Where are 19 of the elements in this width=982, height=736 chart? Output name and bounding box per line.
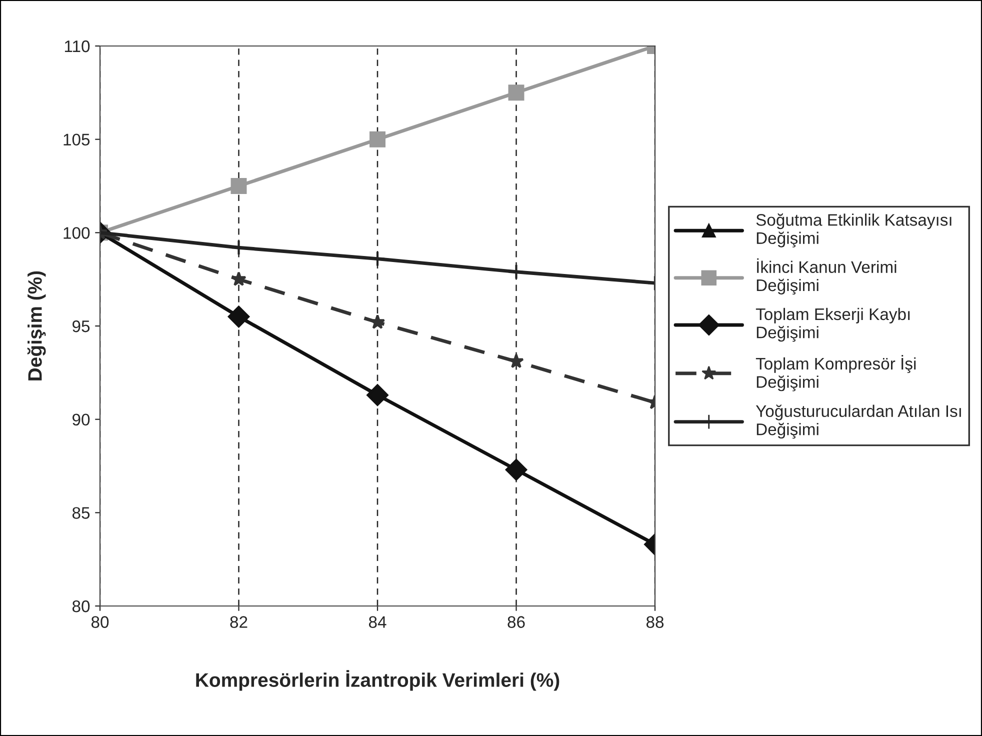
x-tick-label: 84 <box>368 616 386 628</box>
x-tick-label: 80 <box>91 616 109 628</box>
y-axis-title: Değişim (%) <box>27 271 46 380</box>
x-tick-label: 86 <box>508 616 525 628</box>
x-tick-label: 88 <box>646 616 664 628</box>
legend-label: Toplam Ekserji Kaybı Değişimi <box>756 308 910 342</box>
legend-label: Toplam Kompresör İşi Değişimi <box>756 355 916 392</box>
legend-label: Soğutma Etkinlik Katsayısı Değişimi <box>756 213 952 248</box>
x-tick-label: 82 <box>230 616 248 628</box>
y-tick-label: 100 <box>64 227 90 239</box>
y-tick-label: 85 <box>72 507 90 519</box>
y-tick-label: 90 <box>72 414 90 426</box>
y-tick-label: 95 <box>72 320 90 332</box>
y-tick-label: 105 <box>64 134 90 146</box>
legend-label: İkinci Kanun Verimi Değişimi <box>756 258 896 295</box>
legend-label: Yoğusturuculardan Atılan Isı Değişimi <box>756 404 961 439</box>
y-tick-label: 110 <box>64 40 90 52</box>
y-tick-label: 80 <box>72 600 90 612</box>
x-axis-title: Kompresörlerin İzantropik Verimleri (%) <box>196 670 560 691</box>
